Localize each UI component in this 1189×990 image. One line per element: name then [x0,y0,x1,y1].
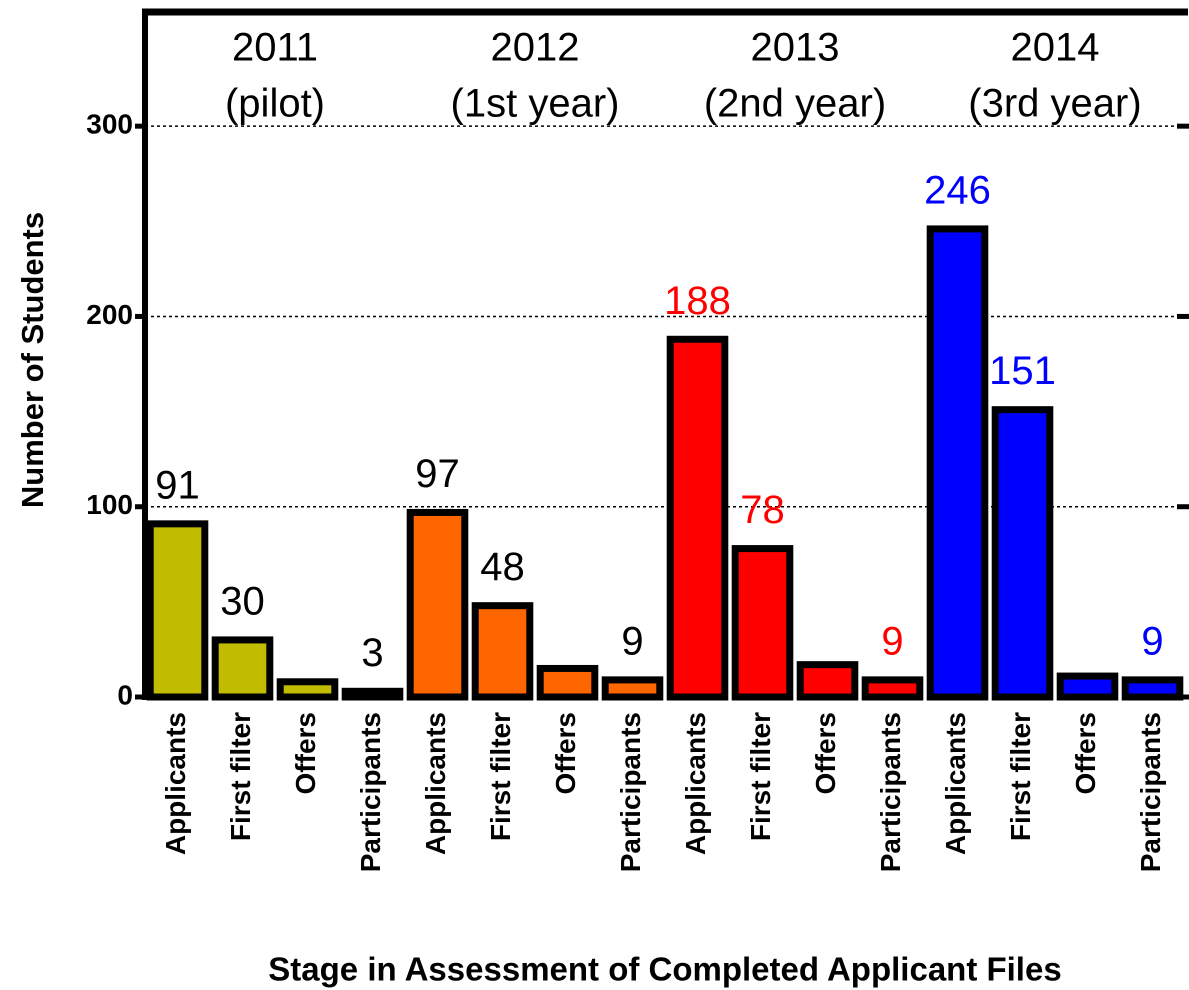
x-tick-label: Offers [1070,712,1101,794]
bar [1056,672,1119,701]
x-tick-label: Applicants [160,712,191,855]
value-label: 97 [415,452,460,496]
value-label: 246 [924,168,991,212]
bar [146,520,209,701]
group-subtitle: (1st year) [451,82,620,126]
bar [341,687,404,701]
value-label: 9 [1141,619,1163,663]
group-subtitle: (2nd year) [704,82,886,126]
bar [406,508,469,701]
x-tick-label: Participants [1135,712,1166,872]
y-tick-label: 200 [86,299,133,330]
bar [276,678,339,701]
x-tick-label: Offers [550,712,581,794]
group-title: 2011 [232,26,318,70]
bar [666,335,729,701]
bar [471,602,534,701]
bar [731,545,794,701]
group-subtitle: (3rd year) [968,82,1141,126]
y-tick-label: 300 [86,109,133,140]
value-label: 30 [220,579,265,623]
x-tick-label: Offers [810,712,841,794]
value-label: 9 [881,619,903,663]
value-label: 91 [155,463,200,507]
x-tick-label: First filter [225,712,256,841]
x-tick-label: Participants [875,712,906,872]
bar [926,225,989,701]
x-axis-title: Stage in Assessment of Completed Applica… [268,951,1061,988]
y-tick-label: 100 [86,489,133,520]
bar [796,661,859,701]
x-tick-label: Participants [355,712,386,872]
bar [536,664,599,701]
y-axis-title: Number of Students [15,212,50,508]
x-tick-label: Applicants [420,712,451,855]
value-label: 48 [480,545,525,589]
bar [211,636,274,701]
y-tick-label: 0 [117,679,133,710]
x-tick-label: Participants [615,712,646,872]
value-label: 151 [989,349,1056,393]
x-tick-label: First filter [485,712,516,841]
x-tick-label: Offers [290,712,321,794]
group-title: 2014 [1011,26,1100,70]
bar [1121,676,1184,701]
x-tick-label: Applicants [940,712,971,855]
value-label: 78 [740,488,785,532]
value-label: 3 [361,631,383,675]
group-subtitle: (pilot) [225,82,325,126]
bar [991,406,1054,701]
value-label: 9 [621,619,643,663]
bar [861,676,924,701]
x-tick-label: First filter [745,712,776,841]
x-tick-label: Applicants [680,712,711,855]
group-title: 2012 [491,26,580,70]
value-label: 188 [664,279,731,323]
bar [601,676,664,701]
group-title: 2013 [751,26,840,70]
x-tick-label: First filter [1005,712,1036,841]
